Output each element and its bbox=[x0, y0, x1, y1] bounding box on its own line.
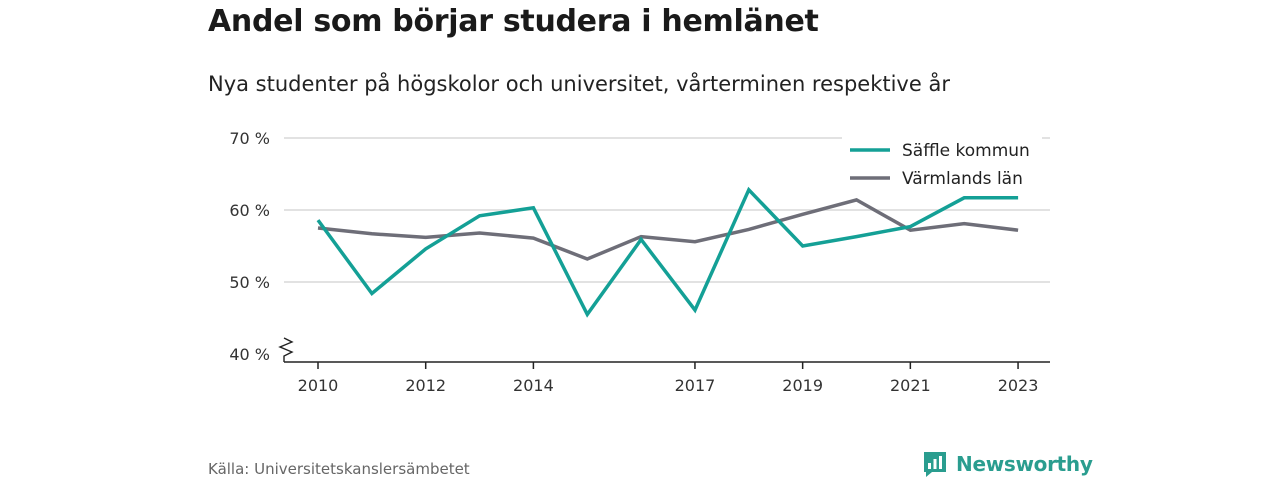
x-tick-label: 2012 bbox=[405, 376, 446, 395]
series-line-värmlands-län bbox=[317, 198, 1019, 261]
brand-name: Newsworthy bbox=[956, 452, 1093, 476]
x-tick-label: 2017 bbox=[675, 376, 716, 395]
y-tick-label: 60 % bbox=[229, 201, 270, 220]
source-note: Källa: Universitetskanslersämbetet bbox=[208, 460, 470, 478]
y-tick-label: 40 % bbox=[229, 345, 270, 364]
line-chart: 40 % 50 % 60 % 70 % 2010 2012 2014 2017 2019 202… bbox=[229, 129, 1050, 395]
x-axis: 2010 2012 2014 2017 2019 2021 2023 bbox=[284, 361, 1050, 395]
y-tick-label: 50 % bbox=[229, 273, 270, 292]
x-tick-label: 2014 bbox=[513, 376, 554, 395]
chart-subtitle: Nya studenter på högskolor och universit… bbox=[208, 72, 950, 96]
x-tick-label: 2019 bbox=[782, 376, 823, 395]
x-tick-label: 2023 bbox=[998, 376, 1039, 395]
series-line-säffle-kommun bbox=[316, 186, 1019, 318]
x-tick-label: 2010 bbox=[298, 376, 339, 395]
x-tick-label: 2021 bbox=[890, 376, 931, 395]
newsworthy-logo: Newsworthy bbox=[922, 450, 1093, 478]
legend-label: Säffle kommun bbox=[902, 141, 1030, 161]
y-tick-label: 70 % bbox=[229, 129, 270, 148]
series-lines bbox=[316, 186, 1019, 318]
axis-break-icon bbox=[278, 337, 294, 362]
newsworthy-icon bbox=[924, 452, 946, 477]
legend: Säffle kommun Värmlands län bbox=[842, 134, 1042, 194]
y-axis: 40 % 50 % 60 % 70 % bbox=[229, 129, 294, 364]
legend-background bbox=[842, 134, 1042, 194]
legend-label: Värmlands län bbox=[902, 169, 1023, 189]
chart-title: Andel som börjar studera i hemlänet bbox=[208, 4, 819, 39]
